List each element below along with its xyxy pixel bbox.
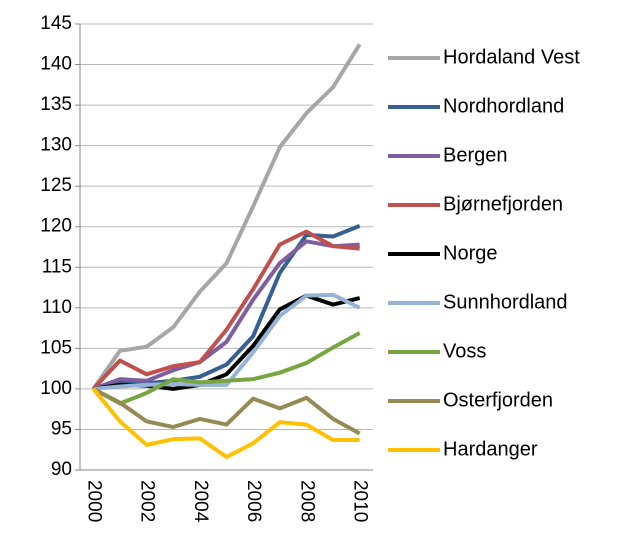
y-tick-label: 145 — [40, 13, 72, 34]
y-tick-label: 135 — [40, 94, 72, 115]
y-tick-label: 105 — [40, 337, 72, 358]
series-line — [92, 239, 360, 391]
series-line — [92, 387, 361, 436]
x-tick-label: 2006 — [243, 480, 264, 522]
legend-label: Bjørnefjorden — [443, 193, 563, 215]
y-tick-label: 90 — [51, 459, 72, 480]
legend-label: Norge — [443, 242, 497, 264]
y-tick-label: 115 — [42, 256, 72, 277]
legend-label: Voss — [443, 340, 486, 362]
series-line — [91, 387, 360, 460]
legend-label: Hardanger — [443, 438, 538, 460]
y-tick-label: 95 — [51, 418, 72, 439]
legend-label: Osterfjorden — [443, 389, 553, 411]
x-tick-label: 2002 — [137, 480, 158, 522]
legend-label: Sunnhordland — [443, 291, 568, 313]
legend-label: Hordaland Vest — [443, 46, 580, 68]
x-tick-label: 2010 — [350, 480, 371, 522]
y-tick-label: 100 — [40, 378, 72, 399]
legend-label: Nordhordland — [443, 95, 564, 117]
series-line — [93, 292, 361, 391]
series-line — [91, 43, 362, 391]
x-tick-label: 2000 — [83, 480, 104, 522]
y-tick-label: 110 — [42, 297, 72, 318]
legend-label: Bergen — [443, 144, 508, 166]
x-tick-label: 2008 — [296, 480, 317, 522]
series-line — [91, 229, 360, 391]
x-tick-label: 2004 — [190, 480, 211, 523]
series-line — [92, 331, 361, 406]
y-tick-label: 120 — [40, 216, 72, 237]
y-tick-label: 140 — [40, 54, 72, 75]
y-tick-label: 125 — [40, 175, 72, 196]
y-tick-label: 130 — [40, 135, 72, 156]
